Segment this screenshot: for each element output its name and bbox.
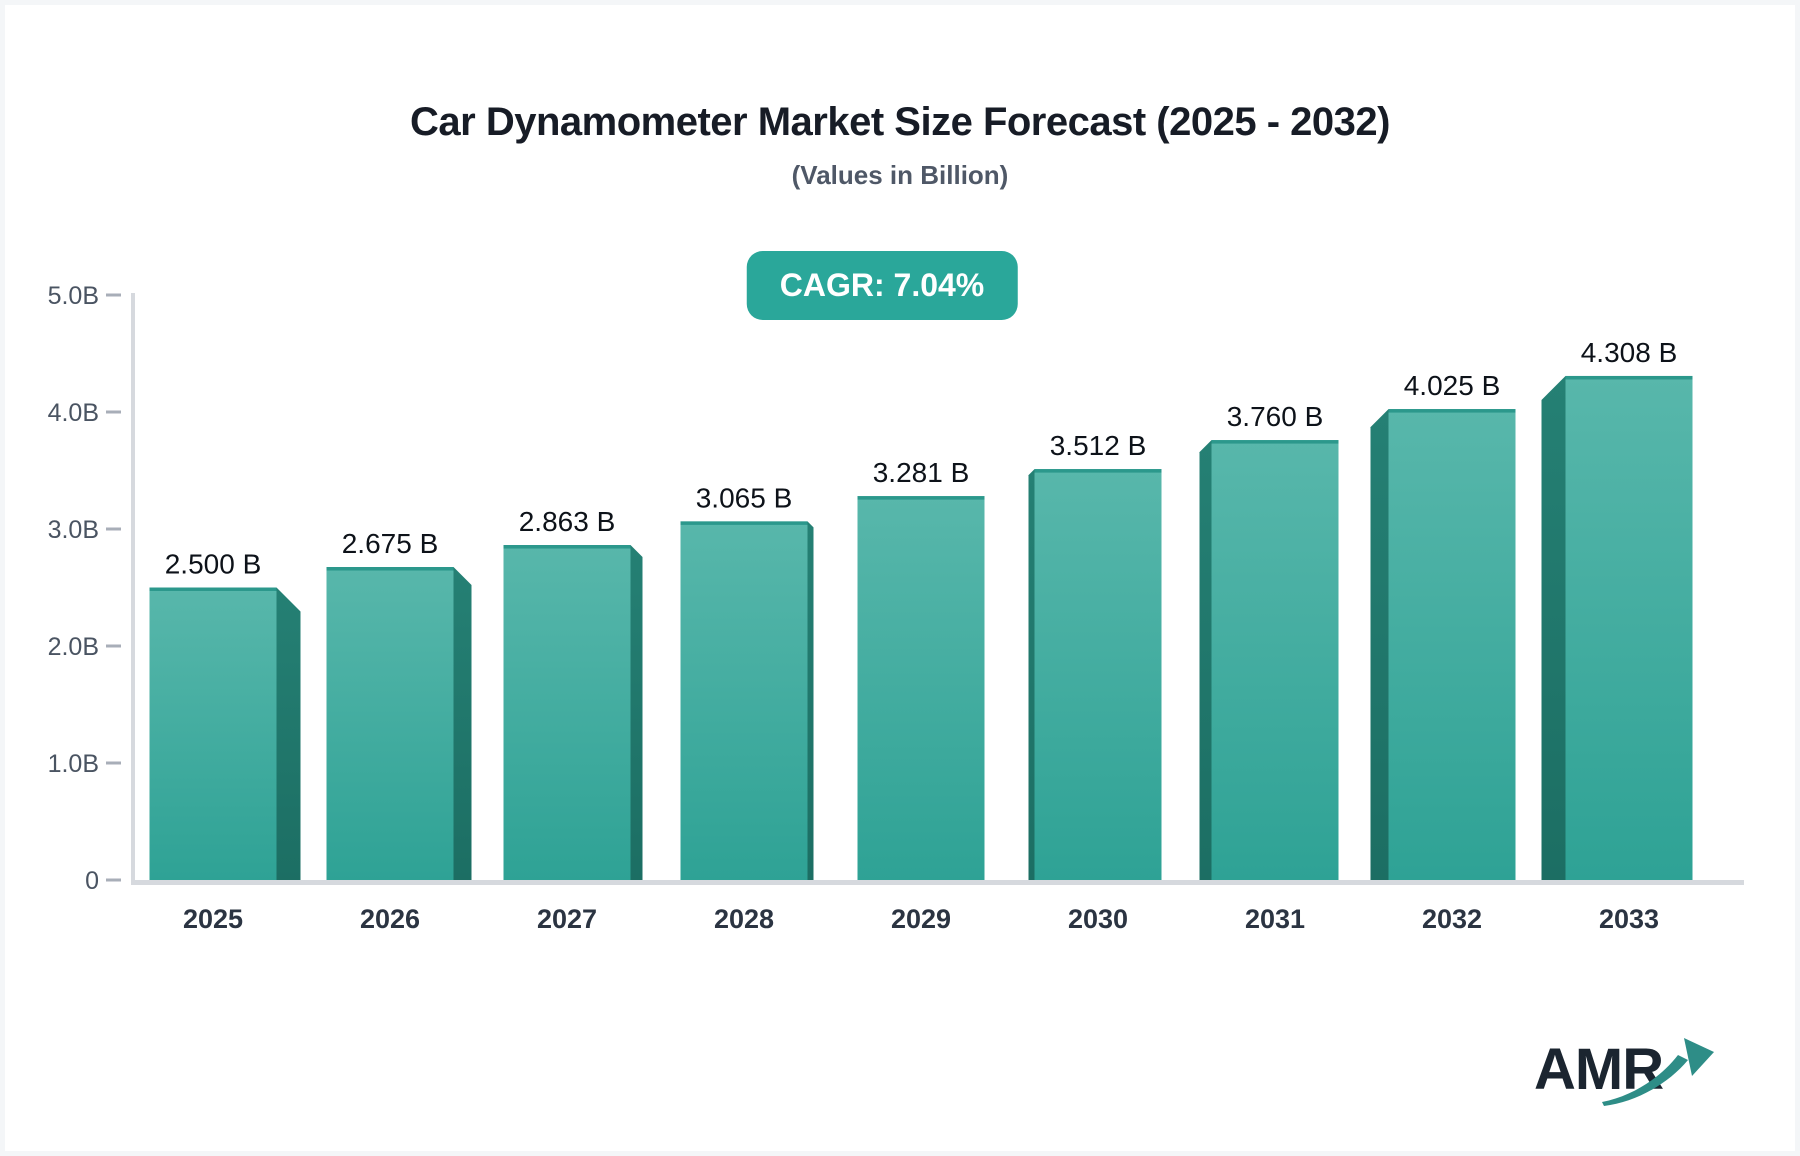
bar-top-edge bbox=[1211, 440, 1339, 444]
x-tick-label: 2032 bbox=[1422, 904, 1482, 934]
bar-front-face bbox=[1565, 375, 1693, 882]
bar-value-label: 3.065 B bbox=[696, 482, 793, 513]
chart-subtitle: (Values in Billion) bbox=[791, 160, 1009, 190]
bar-value-label: 4.025 B bbox=[1404, 370, 1501, 401]
bar-value-label: 2.863 B bbox=[519, 506, 616, 537]
x-axis-line bbox=[131, 880, 1744, 885]
x-tick-label: 2033 bbox=[1599, 904, 1659, 934]
bar-side-face bbox=[453, 567, 472, 883]
bar-top-edge bbox=[1034, 469, 1162, 473]
x-tick-label: 2027 bbox=[537, 904, 597, 934]
bar-side-face bbox=[1199, 440, 1212, 883]
bar-value-label: 3.512 B bbox=[1050, 430, 1147, 461]
bar-value-label: 4.308 B bbox=[1581, 337, 1678, 368]
brand-logo: AMR bbox=[1534, 1036, 1734, 1126]
y-axis-line bbox=[131, 293, 135, 885]
x-tick-label: 2029 bbox=[891, 904, 951, 934]
bar-side-face bbox=[807, 521, 814, 883]
bar-top-edge bbox=[1388, 409, 1516, 413]
y-tick-label: 2.0B bbox=[48, 633, 99, 661]
bar-side-face bbox=[276, 587, 301, 883]
bar-value-label: 2.500 B bbox=[165, 549, 262, 580]
bar-front-face bbox=[149, 587, 277, 882]
bar-group-2031: 3.760 B 2031 bbox=[1199, 401, 1339, 934]
bar-group-2032: 4.025 B 2032 bbox=[1370, 370, 1516, 934]
bar-side-face bbox=[1541, 375, 1566, 883]
y-tick-label: 3.0B bbox=[48, 516, 99, 544]
x-tick-label: 2028 bbox=[714, 904, 774, 934]
y-tick-label: 1.0B bbox=[48, 750, 99, 778]
bar-top-edge bbox=[680, 521, 808, 525]
bar-top-edge bbox=[503, 545, 631, 549]
bar-front-face bbox=[503, 545, 631, 882]
bar-group-2025: 2.500 B 2025 bbox=[149, 549, 301, 934]
bar-value-label: 3.760 B bbox=[1227, 401, 1324, 432]
bar-top-edge bbox=[149, 587, 277, 591]
bar-front-face bbox=[1211, 440, 1339, 882]
bar-group-2026: 2.675 B 2026 bbox=[326, 528, 472, 934]
bar-group-2029: 3.281 B 2029 bbox=[857, 457, 985, 934]
y-tick-label: 5.0B bbox=[48, 282, 99, 310]
bar-front-face bbox=[1034, 469, 1162, 882]
bar-top-edge bbox=[326, 567, 454, 571]
bar-front-face bbox=[857, 496, 985, 882]
growth-arrow-head bbox=[1684, 1038, 1714, 1076]
bar-side-face bbox=[1370, 409, 1389, 883]
growth-arrow-swoosh bbox=[1602, 1055, 1688, 1106]
x-tick-label: 2030 bbox=[1068, 904, 1128, 934]
bar-top-edge bbox=[1565, 375, 1693, 380]
x-tick-label: 2031 bbox=[1245, 904, 1305, 934]
bar-group-2030: 3.512 B 2030 bbox=[1028, 430, 1162, 934]
bar-front-face bbox=[326, 567, 454, 882]
y-tick-label: 4.0B bbox=[48, 399, 99, 427]
bar-side-face bbox=[1028, 469, 1035, 883]
x-tick-label: 2025 bbox=[183, 904, 243, 934]
bar-top-edge bbox=[857, 496, 985, 500]
y-tick-label: 0 bbox=[85, 867, 99, 895]
bar-front-face bbox=[680, 521, 808, 882]
bar-value-label: 3.281 B bbox=[873, 457, 970, 488]
bar-side-face bbox=[630, 545, 643, 883]
chart-title: Car Dynamometer Market Size Forecast (20… bbox=[410, 100, 1390, 144]
bar-front-face bbox=[1388, 409, 1516, 882]
bar-group-2028: 3.065 B 2028 bbox=[680, 482, 814, 934]
cagr-badge: CAGR: 7.04% bbox=[746, 251, 1018, 320]
bar-group-2027: 2.863 B 2027 bbox=[503, 506, 643, 934]
bar-value-label: 2.675 B bbox=[342, 528, 439, 559]
growth-arrow-icon bbox=[1602, 1038, 1714, 1106]
x-tick-label: 2026 bbox=[360, 904, 420, 934]
bar-group-2033: 4.308 B 2033 bbox=[1541, 337, 1693, 934]
